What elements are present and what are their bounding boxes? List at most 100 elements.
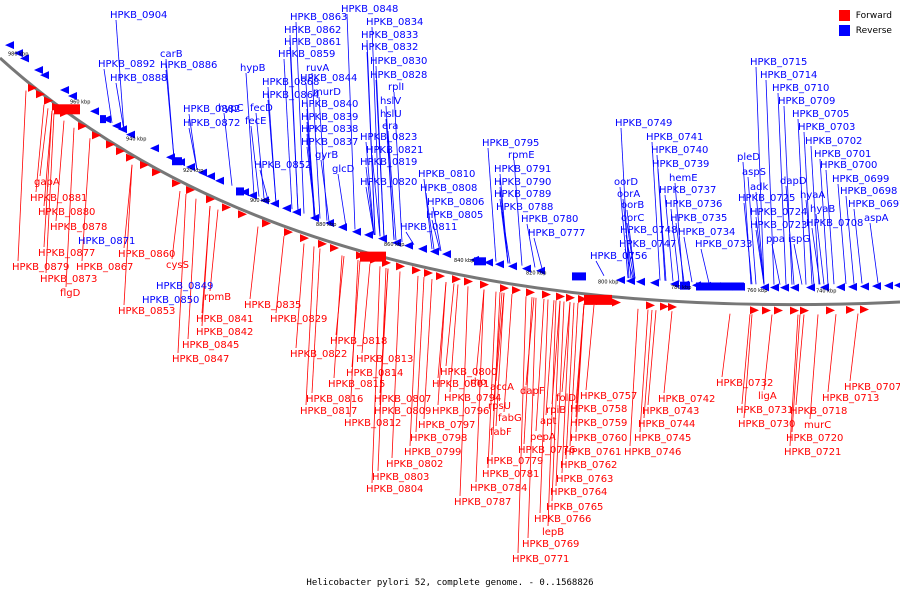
- forward-gene-label: fabG: [498, 413, 522, 424]
- legend-forward-swatch: [838, 10, 850, 21]
- forward-gene-label: HPKB_0764: [550, 487, 607, 498]
- forward-gene-callout-line: [763, 314, 773, 391]
- forward-gene: [206, 195, 215, 204]
- forward-gene-callout-line: [547, 300, 557, 527]
- reverse-gene: [14, 49, 23, 58]
- reverse-gene-callout-line: [765, 79, 775, 285]
- forward-gene-label: rpmB: [204, 292, 231, 303]
- forward-gene-label: HPKB_0814: [346, 368, 403, 379]
- forward-gene-label: dapF: [520, 386, 545, 397]
- kbp-tick-label: 820 kbp: [526, 271, 546, 277]
- reverse-gene-callout-line: [651, 141, 661, 281]
- legend-reverse-label: Reverse: [855, 25, 892, 36]
- reverse-gene-callout-line: [115, 82, 125, 131]
- reverse-gene-callout-line: [371, 154, 381, 237]
- forward-gene-label: rho: [470, 377, 486, 388]
- reverse-gene-label: murD: [313, 87, 341, 98]
- reverse-gene-callout-line: [393, 91, 403, 243]
- kbp-tick-label: 900 kbp: [250, 198, 270, 204]
- reverse-gene-label: HPKB_0832: [361, 42, 418, 53]
- forward-gene-label: HPKB_0860: [118, 249, 175, 260]
- forward-gene-label: HPKB_0707: [844, 382, 900, 393]
- forward-gene: [668, 303, 677, 312]
- reverse-gene-callout-line: [793, 243, 803, 285]
- forward-gene-callout-line: [555, 301, 565, 487]
- reverse-gene-callout-line: [499, 198, 509, 264]
- reverse-gene-label: HPKB_0904: [110, 10, 167, 21]
- forward-gene: [116, 147, 125, 156]
- forward-gene-callout-line: [123, 164, 133, 306]
- kbp-tick-label: 980 kbp: [8, 51, 28, 57]
- forward-gene-callout-line: [639, 309, 649, 433]
- forward-gene-label: HPKB_0760: [570, 433, 627, 444]
- reverse-gene-callout-line: [366, 51, 376, 236]
- forward-gene-label: HPKB_0743: [642, 406, 699, 417]
- forward-gene-label: HPKB_0879: [12, 262, 69, 273]
- forward-gene-callout-line: [305, 246, 315, 406]
- reverse-gene-callout-line: [250, 125, 260, 197]
- reverse-gene: [248, 191, 257, 200]
- reverse-gene-label: HPKB_0839: [301, 112, 358, 123]
- forward-gene-block: [360, 251, 386, 262]
- reverse-gene-label: HPKB_0705: [792, 109, 849, 120]
- reverse-gene: [484, 258, 493, 267]
- forward-gene-callout-line: [371, 266, 381, 484]
- reverse-gene-label: HPKB_0749: [615, 118, 672, 129]
- forward-gene-callout-line: [65, 127, 75, 288]
- forward-gene: [774, 306, 783, 315]
- reverse-gene-label: HPKB_0806: [427, 197, 484, 208]
- reverse-gene-label: HPKB_0862: [284, 25, 341, 36]
- reverse-gene: [126, 130, 135, 139]
- forward-gene: [262, 219, 271, 228]
- forward-gene-callout-line: [561, 302, 571, 393]
- reverse-gene-label: era: [382, 121, 398, 132]
- forward-gene-callout-line: [423, 279, 433, 420]
- forward-gene-label: HPKB_0809: [374, 406, 431, 417]
- reverse-gene-callout-line: [853, 208, 863, 284]
- reverse-gene-label: pleD: [737, 152, 760, 163]
- forward-gene: [500, 284, 509, 293]
- reverse-gene: [616, 276, 625, 285]
- forward-gene-callout-line: [721, 313, 731, 378]
- reverse-gene-label: dapD: [780, 176, 807, 187]
- forward-gene-label: HPKB_0718: [790, 406, 847, 417]
- reverse-gene-label: HPKB_0699: [832, 174, 889, 185]
- reverse-gene-callout-line: [783, 105, 793, 285]
- forward-gene: [826, 306, 835, 315]
- forward-gene: [860, 305, 869, 314]
- forward-gene-label: HPKB_0877: [38, 248, 95, 259]
- reverse-gene-label: fecD: [250, 103, 273, 114]
- forward-gene-callout-line: [743, 314, 753, 419]
- forward-gene-callout-line: [629, 308, 639, 447]
- forward-gene: [172, 179, 181, 188]
- reverse-gene: [760, 283, 769, 292]
- forward-gene-label: HPKB_0732: [716, 378, 773, 389]
- forward-gene-callout-line: [275, 236, 285, 314]
- reverse-gene-label: HPKB_0837: [301, 137, 358, 148]
- reverse-gene-label: aspS: [742, 167, 766, 178]
- forward-gene: [612, 298, 621, 307]
- reverse-gene-label: HPKB_0735: [670, 213, 727, 224]
- forward-gene-callout-line: [523, 297, 533, 445]
- reverse-gene-label: HPKB_0868: [262, 77, 319, 88]
- forward-gene-callout-line: [663, 311, 673, 394]
- reverse-gene-callout-line: [431, 219, 441, 251]
- reverse-gene-label: carB: [160, 49, 183, 60]
- forward-gene-label: HPKB_0757: [580, 391, 637, 402]
- reverse-gene: [5, 41, 14, 50]
- legend-reverse-swatch: [838, 25, 850, 36]
- forward-gene-label: HPKB_0853: [118, 306, 175, 317]
- reverse-gene-callout-line: [103, 68, 113, 123]
- forward-gene-label: apt: [540, 416, 556, 427]
- forward-gene-label: gapA: [34, 177, 60, 188]
- forward-gene: [512, 286, 521, 295]
- reverse-gene: [364, 230, 373, 239]
- reverse-gene-label: HPKB_0821: [366, 145, 423, 156]
- forward-gene-label: HPKB_0761: [564, 447, 621, 458]
- reverse-gene: [282, 204, 291, 213]
- reverse-gene-label: HPKB_0808: [420, 183, 477, 194]
- reverse-gene-callout-line: [425, 192, 435, 250]
- reverse-gene-label: HPKB_0834: [366, 17, 423, 28]
- reverse-gene: [894, 282, 900, 288]
- reverse-gene-label: HPKB_0780: [521, 214, 578, 225]
